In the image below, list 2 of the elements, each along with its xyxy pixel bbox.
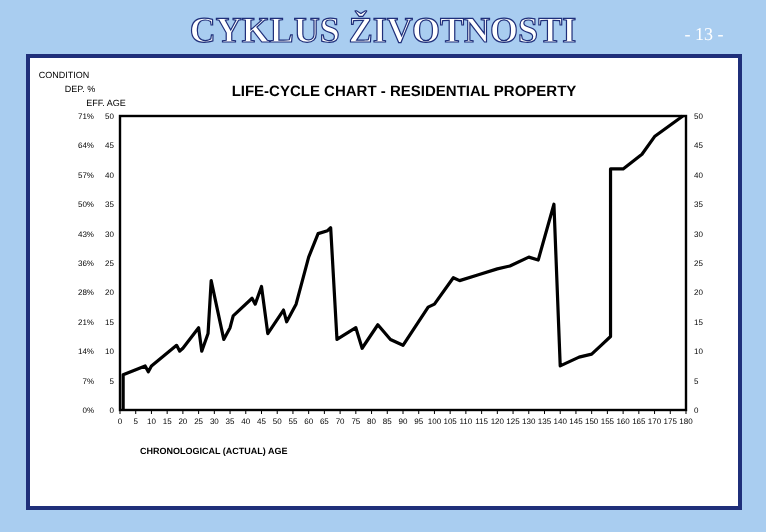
- text: - 13 -: [684, 24, 724, 44]
- chart-title: CYKLUS ŽIVOTNOSTI: [189, 10, 577, 50]
